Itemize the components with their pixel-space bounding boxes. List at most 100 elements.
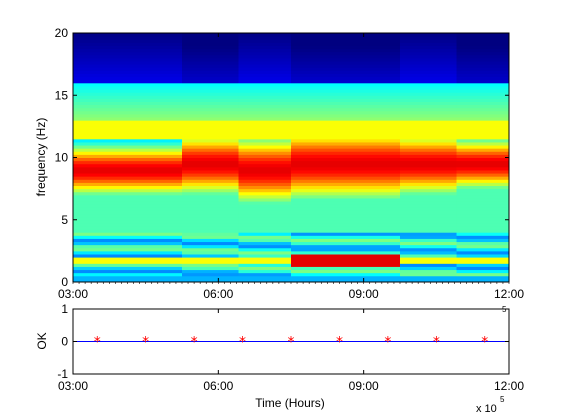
heatmap-cell	[238, 151, 292, 155]
heatmap-cell	[73, 182, 183, 187]
ok-series-group: * * * * * * * * *	[73, 335, 509, 351]
heatmap-cell	[238, 157, 292, 162]
heatmap-cell	[238, 197, 292, 202]
heatmap-cell	[182, 260, 240, 264]
heatmap-cell	[182, 185, 240, 190]
heatmap-cell	[456, 225, 510, 230]
heatmap-cell	[291, 188, 401, 193]
heatmap-cell	[291, 247, 401, 252]
heatmap-cell	[456, 138, 510, 143]
heatmap-cell	[238, 222, 292, 227]
heatmap-cell	[400, 191, 458, 196]
heatmap-cell	[182, 244, 240, 249]
heatmap-cell	[400, 235, 458, 239]
heatmap-cell	[291, 179, 401, 183]
heatmap-cell	[73, 229, 183, 233]
heatmap-cell	[291, 148, 401, 152]
heatmap-cell	[73, 123, 183, 127]
heatmap-cell	[238, 275, 292, 280]
heatmap-cell	[400, 54, 458, 59]
heatmap-cell	[400, 104, 458, 109]
heatmap-cell	[456, 42, 510, 46]
heatmap-cell	[73, 238, 183, 243]
heatmap-cell	[291, 166, 401, 171]
heatmap-cell	[456, 95, 510, 99]
heatmap-cell	[456, 117, 510, 121]
heatmap-cell	[238, 160, 292, 165]
heatmap-cell	[238, 207, 292, 211]
heatmap-cell	[400, 278, 458, 283]
heatmap-cell	[73, 207, 183, 211]
heatmap-cell	[73, 138, 183, 143]
heatmap-cell	[73, 275, 183, 280]
heatmap-cell	[238, 141, 292, 146]
heatmap-cell	[400, 42, 458, 46]
heatmap-cell	[291, 263, 401, 267]
ok-point-marker: *	[142, 335, 149, 351]
heatmap-cell	[182, 179, 240, 183]
heatmap-cell	[73, 39, 183, 43]
heatmap-cell	[456, 166, 510, 171]
heatmap-cell	[291, 70, 401, 74]
heatmap-cell	[456, 213, 510, 218]
heatmap-cell	[182, 191, 240, 196]
heatmap-cell	[238, 188, 292, 193]
heatmap-cell	[238, 33, 292, 37]
heatmap-cell	[291, 163, 401, 168]
heatmap-cell	[400, 222, 458, 227]
spectrogram-x-ticks: 03:00 06:00 09:00 12:00	[58, 33, 524, 301]
heatmap-cell	[238, 185, 292, 190]
heatmap-cell	[73, 169, 183, 174]
heatmap-cell	[73, 79, 183, 84]
heatmap-cell	[456, 210, 510, 215]
heatmap-cell	[182, 250, 240, 255]
heatmap-cell	[238, 73, 292, 78]
heatmap-cell	[291, 204, 401, 208]
heatmap-cell	[400, 185, 458, 190]
heatmap-cell	[238, 36, 292, 40]
heatmap-cell	[73, 194, 183, 199]
heatmap-cell	[238, 110, 292, 115]
heatmap-cell	[400, 219, 458, 224]
heatmap-cell	[73, 257, 183, 261]
heatmap-cell	[400, 210, 458, 215]
heatmap-cell	[182, 241, 240, 246]
heatmap-cell	[400, 117, 458, 121]
heatmap-cell	[73, 107, 183, 112]
heatmap-cell	[291, 107, 401, 112]
heatmap-cell	[73, 76, 183, 81]
heatmap-cell	[456, 113, 510, 118]
heatmap-cell	[456, 48, 510, 53]
heatmap-cell	[238, 213, 292, 218]
heatmap-cell	[73, 54, 183, 59]
heatmap-cell	[73, 57, 183, 62]
heatmap-cell	[291, 176, 401, 180]
heatmap-cell	[456, 194, 510, 199]
heatmap-cell	[400, 207, 458, 211]
heatmap-cell	[238, 191, 292, 196]
heatmap-cell	[182, 110, 240, 115]
heatmap-cell	[291, 95, 401, 99]
heatmap-cell	[238, 176, 292, 180]
heatmap-cell	[182, 197, 240, 202]
heatmap-cell	[291, 160, 401, 165]
heatmap-cell	[456, 67, 510, 71]
heatmap-cell	[456, 176, 510, 180]
heatmap-cell	[73, 132, 183, 137]
heatmap-cell	[238, 64, 292, 68]
heatmap-cell	[456, 36, 510, 40]
heatmap-cell	[238, 107, 292, 112]
heatmap-cell	[456, 79, 510, 84]
ok-y-axis-label: OK	[35, 332, 49, 349]
heatmap-cell	[182, 278, 240, 283]
heatmap-cell	[456, 191, 510, 196]
heatmap-cell	[238, 260, 292, 264]
heatmap-cell	[400, 51, 458, 56]
heatmap-cell	[238, 272, 292, 277]
x-tick-label: 09:00	[349, 379, 379, 393]
heatmap-cell	[182, 253, 240, 258]
heatmap-cell	[238, 166, 292, 171]
heatmap-cell	[238, 148, 292, 152]
heatmap-cell	[456, 89, 510, 93]
heatmap-cell	[400, 132, 458, 137]
